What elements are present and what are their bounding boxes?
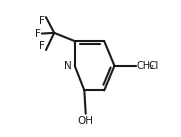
Text: Cl: Cl: [149, 61, 159, 71]
Text: F: F: [39, 41, 45, 51]
Text: OH: OH: [78, 116, 94, 126]
Text: F: F: [39, 16, 45, 26]
Text: N: N: [64, 61, 72, 71]
Text: CH₂: CH₂: [136, 61, 154, 71]
Text: F: F: [35, 29, 41, 38]
